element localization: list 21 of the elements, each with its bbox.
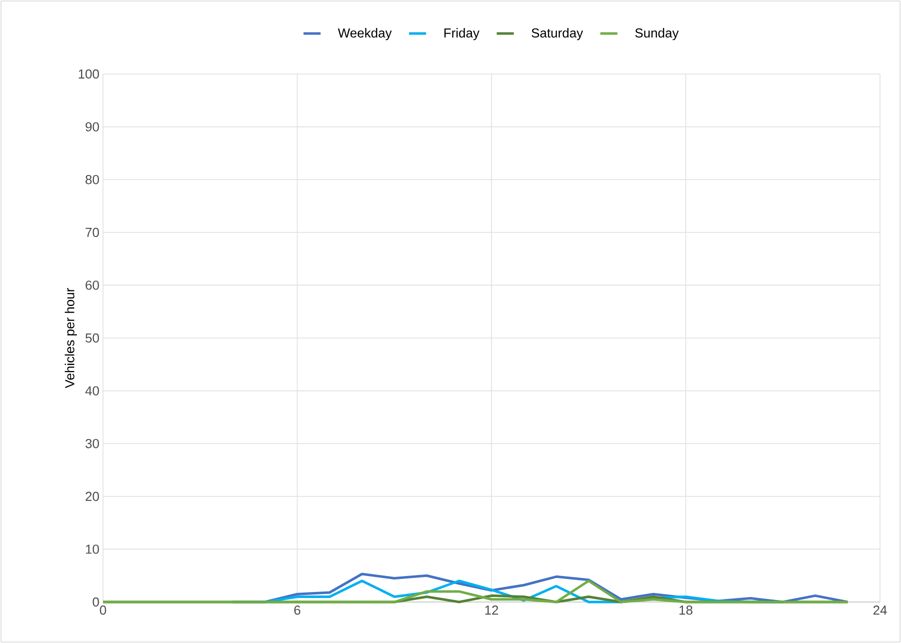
y-tick-label: 80: [86, 174, 99, 184]
y-tick-label: 20: [86, 492, 99, 501]
x-tick-label: 24: [873, 606, 887, 615]
y-tick-label: 90: [86, 122, 99, 132]
y-tick-label: 50: [86, 333, 99, 343]
legend-label: Friday: [444, 28, 480, 40]
legend-label: Saturday: [532, 28, 584, 40]
x-tick-label: 12: [485, 606, 498, 615]
x-tick-label: 6: [294, 606, 300, 615]
y-tick-label: 100: [78, 69, 99, 79]
y-tick-label: 10: [86, 544, 99, 554]
legend-label: Weekday: [338, 28, 392, 40]
x-tick-label: 0: [100, 606, 106, 615]
y-tick-label: 70: [86, 228, 99, 237]
y-tick-label: 30: [86, 438, 99, 448]
y-tick-label: 0: [92, 597, 99, 607]
y-axis-title: Vehicles per hour: [64, 288, 77, 388]
y-tick-label: 60: [86, 280, 99, 290]
y-tick-label: 40: [85, 386, 99, 396]
legend-label: Sunday: [635, 28, 679, 40]
x-tick-label: 18: [680, 606, 692, 615]
